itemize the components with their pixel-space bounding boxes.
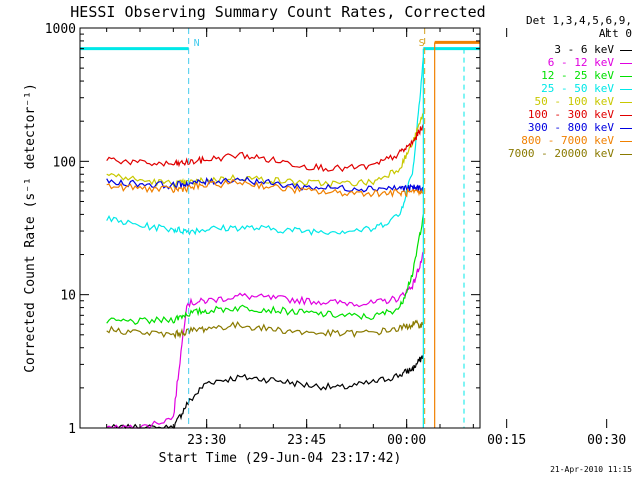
marker-label-1: S (419, 38, 425, 49)
legend-swatch (620, 153, 632, 155)
legend-entry-6: 300 - 800 keV (528, 121, 632, 134)
legend-label: 3 - 6 keV (554, 43, 614, 56)
series-line-4 (106, 112, 424, 189)
legend-swatch (620, 140, 632, 142)
legend-swatch (620, 101, 632, 103)
y-tick-label: 1000 (45, 22, 76, 37)
legend-label: 50 - 100 keV (534, 95, 614, 108)
legend-entry-7: 800 - 7000 keV (521, 134, 632, 147)
legend-label: 100 - 300 keV (527, 108, 614, 121)
plot-frame (79, 27, 481, 429)
legend-entry-2: 12 - 25 keV (541, 69, 632, 82)
legend-entry-1: 6 - 12 keV (548, 56, 632, 69)
legend-swatch (620, 114, 632, 116)
legend-swatch (620, 88, 632, 90)
series-line-8 (106, 319, 424, 340)
legend-label: 800 - 7000 keV (521, 134, 614, 147)
legend-entry-3: 25 - 50 keV (541, 82, 632, 95)
legend-entry-8: 7000 - 20000 keV (508, 147, 632, 160)
legend-label: 7000 - 20000 keV (508, 147, 614, 160)
x-tick-label: 00:30 (587, 433, 626, 448)
footer-timestamp: 21-Apr-2010 11:15 (550, 465, 632, 474)
x-tick-label: 23:30 (187, 433, 226, 448)
marker-label-0: N (194, 38, 200, 49)
series-line-3 (106, 57, 424, 236)
series-line-7 (106, 178, 424, 198)
series-line-1 (106, 251, 424, 429)
legend-swatch (620, 75, 632, 77)
series-line-2 (106, 214, 424, 325)
legend-entry-4: 50 - 100 keV (535, 95, 632, 108)
y-axis-label: Corrected Count Rate (s⁻¹ detector⁻¹) (23, 83, 38, 373)
legend-swatch (620, 127, 632, 129)
legend-swatch (620, 49, 632, 51)
y-tick-label: 10 (60, 289, 76, 304)
series-line-6 (106, 176, 424, 194)
series-line-0 (106, 354, 424, 429)
series-line-5 (106, 123, 424, 173)
legend-label: 12 - 25 keV (541, 69, 614, 82)
x-tick-label: 23:45 (287, 433, 326, 448)
legend-label: 300 - 800 keV (527, 121, 614, 134)
chart-title: HESSI Observing Summary Count Rates, Cor… (70, 3, 485, 21)
x-tick-label: 00:15 (487, 433, 526, 448)
y-tick-label: 1 (68, 422, 76, 437)
y-tick-label: 100 (53, 155, 76, 170)
legend-entry-0: 3 - 6 keV (554, 43, 632, 56)
legend-label: 25 - 50 keV (541, 82, 614, 95)
legend-header-attenuator: Att 0 (598, 27, 632, 40)
legend-swatch (620, 62, 632, 64)
x-axis-label: Start Time (29-Jun-04 23:17:42) (159, 451, 402, 466)
legend-label: 6 - 12 keV (547, 56, 614, 69)
x-tick-label: 00:00 (387, 433, 426, 448)
legend-entry-5: 100 - 300 keV (528, 108, 632, 121)
legend-header-detectors: Det 1,3,4,5,6,9, (526, 14, 632, 27)
